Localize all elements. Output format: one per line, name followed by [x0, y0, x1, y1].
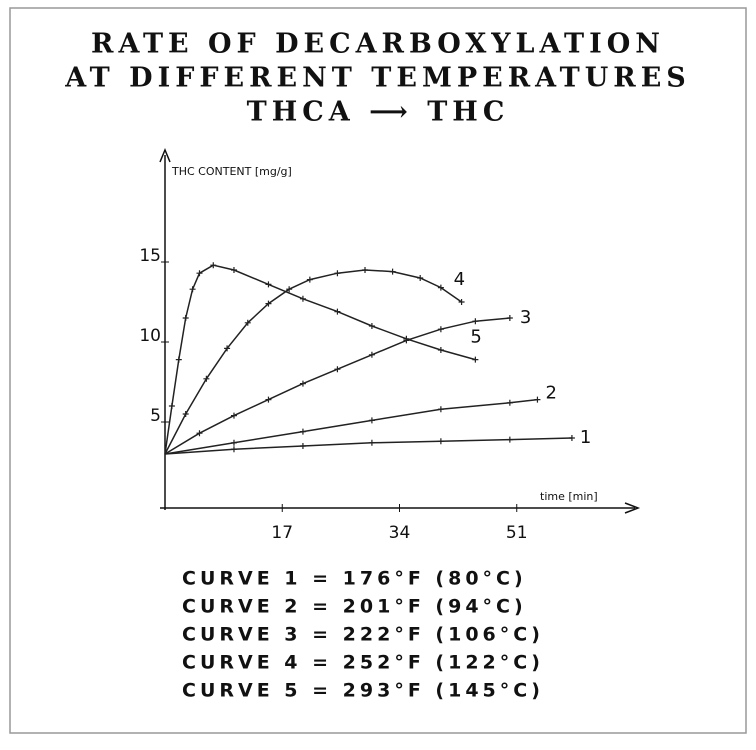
- data-point: [210, 262, 217, 269]
- data-point: [534, 396, 541, 403]
- data-point: [299, 380, 306, 387]
- data-point: [437, 284, 444, 291]
- data-point: [224, 345, 231, 352]
- data-point: [168, 403, 175, 409]
- data-point: [368, 323, 375, 329]
- data-point: [230, 439, 237, 446]
- data-point: [230, 412, 237, 419]
- y-tick-label: 10: [139, 326, 161, 346]
- caption: CURVE 3 = 222°F (106°C): [182, 624, 544, 646]
- curve: [164, 398, 538, 455]
- data-point: [334, 308, 341, 315]
- curve: [164, 269, 463, 455]
- data-point: [368, 351, 375, 358]
- curve-label: 4: [454, 269, 465, 290]
- data-point: [506, 436, 513, 443]
- data-point: [458, 299, 465, 305]
- curve-label: 5: [470, 327, 481, 348]
- caption: CURVE 4 = 252°F (122°C): [182, 652, 544, 674]
- data-point: [203, 375, 210, 382]
- data-point: [403, 335, 410, 342]
- data-point: [244, 319, 251, 326]
- data-point: [506, 315, 513, 321]
- x-tick-label: 34: [389, 523, 411, 543]
- curve: [164, 437, 572, 455]
- data-point: [299, 443, 306, 449]
- y-axis-label: THC CONTENT [mg/g]: [171, 165, 292, 178]
- data-point: [568, 435, 575, 441]
- data-point: [368, 417, 375, 424]
- data-point: [368, 439, 375, 446]
- data-point: [472, 318, 479, 325]
- caption: CURVE 5 = 293°F (145°C): [182, 680, 544, 702]
- x-axis-arrow: [624, 502, 641, 514]
- data-point: [182, 411, 189, 417]
- data-point: [182, 315, 189, 321]
- data-point: [362, 267, 369, 273]
- data-point: [437, 438, 444, 445]
- data-point: [286, 286, 293, 293]
- caption: CURVE 1 = 176°F (80°C): [182, 568, 527, 590]
- caption: CURVE 2 = 201°F (94°C): [182, 596, 527, 618]
- chart-title: THCA ⟶ THC: [247, 97, 510, 128]
- data-point: [437, 406, 444, 413]
- data-point: [230, 267, 237, 273]
- data-point: [299, 428, 306, 435]
- chart-title: RATE OF DECARBOXYLATION: [91, 29, 665, 60]
- data-point: [334, 366, 341, 373]
- data-point: [334, 270, 341, 277]
- x-tick-label: 17: [271, 523, 293, 543]
- data-point: [265, 396, 272, 403]
- data-point: [306, 276, 313, 283]
- data-point: [189, 286, 196, 293]
- data-point: [437, 347, 444, 353]
- data-point: [299, 295, 306, 302]
- data-point: [417, 275, 424, 281]
- x-axis-label: time [min]: [540, 490, 598, 503]
- frame: [9, 7, 747, 734]
- data-point: [472, 356, 479, 363]
- data-point: [389, 268, 396, 275]
- chart-title: AT DIFFERENT TEMPERATURES: [64, 63, 691, 94]
- curve-label: 2: [545, 383, 556, 404]
- data-point: [265, 281, 272, 288]
- curve: [164, 264, 476, 455]
- x-tick-label: 51: [506, 523, 528, 543]
- curve-label: 3: [520, 307, 531, 328]
- curve-label: 1: [580, 427, 591, 448]
- data-point: [265, 300, 272, 307]
- data-point: [506, 399, 513, 406]
- data-point: [230, 446, 237, 453]
- data-point: [175, 356, 182, 363]
- y-axis-arrow: [159, 148, 171, 163]
- data-point: [196, 430, 203, 437]
- y-tick-label: 5: [150, 406, 161, 426]
- curve: [164, 317, 510, 455]
- data-point: [437, 326, 444, 333]
- y-tick-label: 15: [139, 246, 161, 266]
- data-point: [196, 270, 203, 277]
